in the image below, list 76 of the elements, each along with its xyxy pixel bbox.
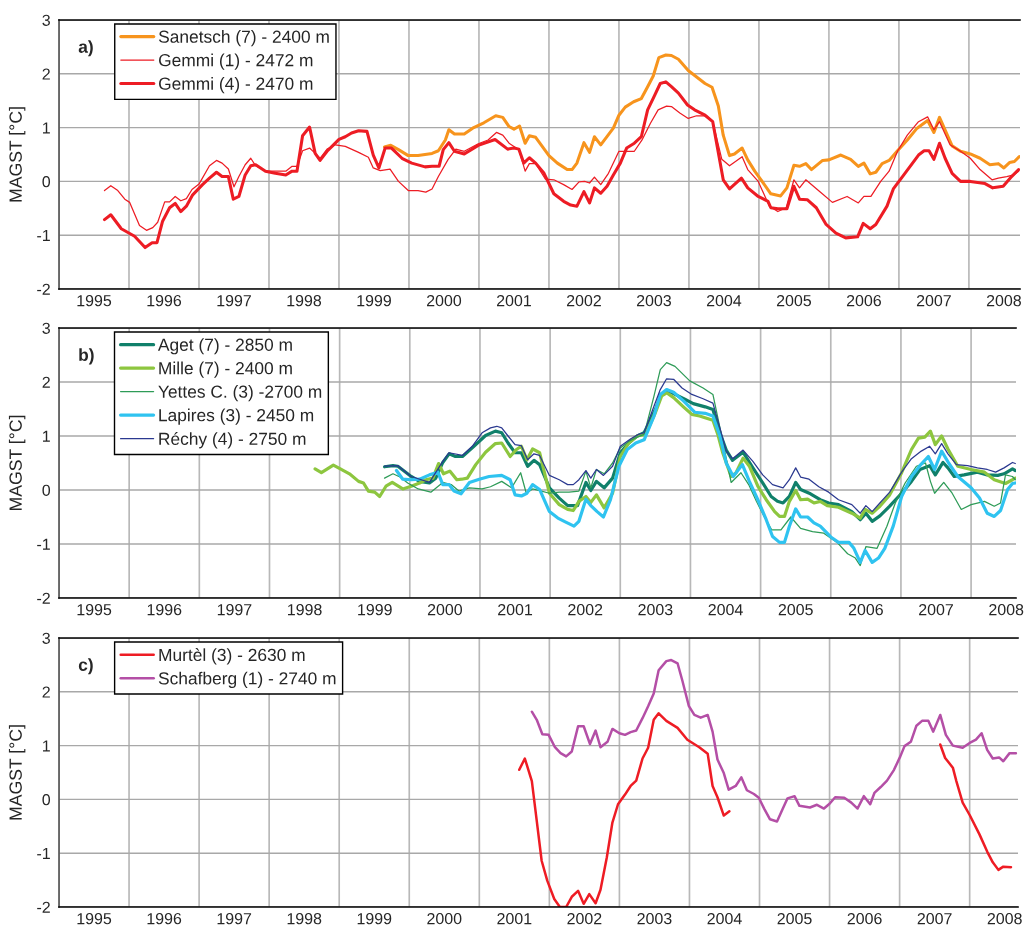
x-tick-label: 2004 — [707, 912, 742, 925]
x-tick-label: 2002 — [566, 294, 601, 307]
y-tick-label: -2 — [37, 283, 50, 295]
x-tick-label: 1995 — [77, 294, 112, 307]
x-tick-label: 1996 — [147, 294, 182, 307]
x-tick-label: 1995 — [77, 603, 112, 616]
x-tick-label: 2005 — [778, 603, 813, 616]
y-axis-title: MAGST [°C] — [8, 107, 26, 202]
x-tick-label: 2004 — [708, 603, 743, 616]
y-tick-label: 3 — [42, 14, 50, 26]
x-tick-label: 1996 — [147, 603, 182, 616]
legend-label: Sanetsch (7) - 2400 m — [158, 30, 329, 47]
legend-label: Lapires (3) - 2450 m — [159, 408, 314, 425]
x-tick-label: 2001 — [496, 294, 531, 307]
x-tick-label: 2004 — [706, 294, 742, 307]
y-tick-label: 0 — [42, 794, 51, 806]
y-tick-label: 0 — [42, 176, 51, 188]
x-tick-label: 2008 — [987, 912, 1022, 925]
y-tick-label: -1 — [37, 230, 50, 241]
x-tick-label: 2001 — [498, 603, 533, 616]
x-tick-label: 2008 — [989, 603, 1024, 616]
text: c) — [78, 658, 93, 675]
x-tick-label: 2000 — [427, 603, 463, 616]
legend-label: Gemmi (1) - 2472 m — [159, 53, 313, 70]
x-tick-label: 1999 — [357, 294, 391, 307]
x-tick-label: 2001 — [497, 912, 532, 925]
y-tick-label: 3 — [42, 322, 50, 334]
y-axis-title: MAGST [°C] — [8, 725, 26, 820]
x-tick-label: 2007 — [917, 912, 952, 925]
x-tick-label: 1997 — [217, 912, 252, 925]
y-tick-label: 0 — [42, 484, 51, 496]
x-tick-label: 2003 — [637, 912, 672, 925]
x-tick-label: 2006 — [846, 294, 881, 307]
y-tick-label: 2 — [42, 686, 50, 698]
legend-label: Murtèl (3) - 2630 m — [159, 648, 305, 665]
x-tick-label: 2003 — [638, 603, 673, 616]
x-tick-label: 2007 — [916, 294, 951, 307]
legend-label: Mille (7) - 2400 m — [159, 361, 292, 378]
y-tick-label: -2 — [37, 901, 50, 913]
legend-label: Aget (7) - 2850 m — [157, 338, 292, 355]
legend-label: Schafberg (1) - 2740 m — [158, 671, 336, 688]
text: a) — [78, 40, 93, 57]
x-tick-label: 1998 — [288, 603, 322, 616]
x-tick-label: 1998 — [287, 912, 322, 925]
y-tick-label: 1 — [43, 430, 50, 442]
legend-label: Yettes C. (3) -2700 m — [158, 385, 322, 402]
x-tick-label: 1997 — [217, 603, 252, 616]
y-tick-label: 2 — [42, 68, 50, 80]
x-tick-label: 1999 — [358, 603, 392, 616]
x-tick-label: 1995 — [77, 912, 112, 925]
y-tick-label: 2 — [42, 376, 50, 388]
x-tick-label: 1996 — [147, 912, 182, 925]
x-tick-label: 2005 — [777, 912, 812, 925]
x-tick-label: 2008 — [986, 294, 1021, 307]
y-tick-label: -1 — [37, 538, 50, 550]
x-tick-label: 1998 — [287, 294, 322, 307]
legend-label: Gemmi (4) - 2470 m — [159, 77, 313, 94]
x-tick-label: 2006 — [847, 912, 882, 925]
y-tick-label: -1 — [37, 848, 50, 859]
x-tick-label: 2000 — [427, 912, 462, 925]
x-tick-label: 2006 — [848, 603, 883, 616]
x-tick-label: 1997 — [217, 294, 251, 307]
y-tick-label: 1 — [43, 122, 50, 134]
x-tick-label: 2003 — [636, 294, 671, 307]
y-tick-label: -2 — [37, 592, 50, 604]
y-tick-label: 3 — [42, 632, 50, 644]
x-tick-label: 1999 — [357, 912, 392, 925]
x-tick-label: 2002 — [568, 603, 603, 616]
text: b) — [79, 348, 94, 365]
y-tick-label: 1 — [43, 740, 50, 752]
x-tick-label: 2002 — [567, 912, 602, 925]
x-tick-label: 2007 — [919, 603, 953, 616]
legend-label: Réchy (4) - 2750 m — [159, 432, 306, 449]
x-tick-label: 2000 — [427, 294, 462, 307]
x-tick-label: 2005 — [776, 294, 812, 307]
y-axis-title: MAGST [°C] — [8, 415, 26, 510]
